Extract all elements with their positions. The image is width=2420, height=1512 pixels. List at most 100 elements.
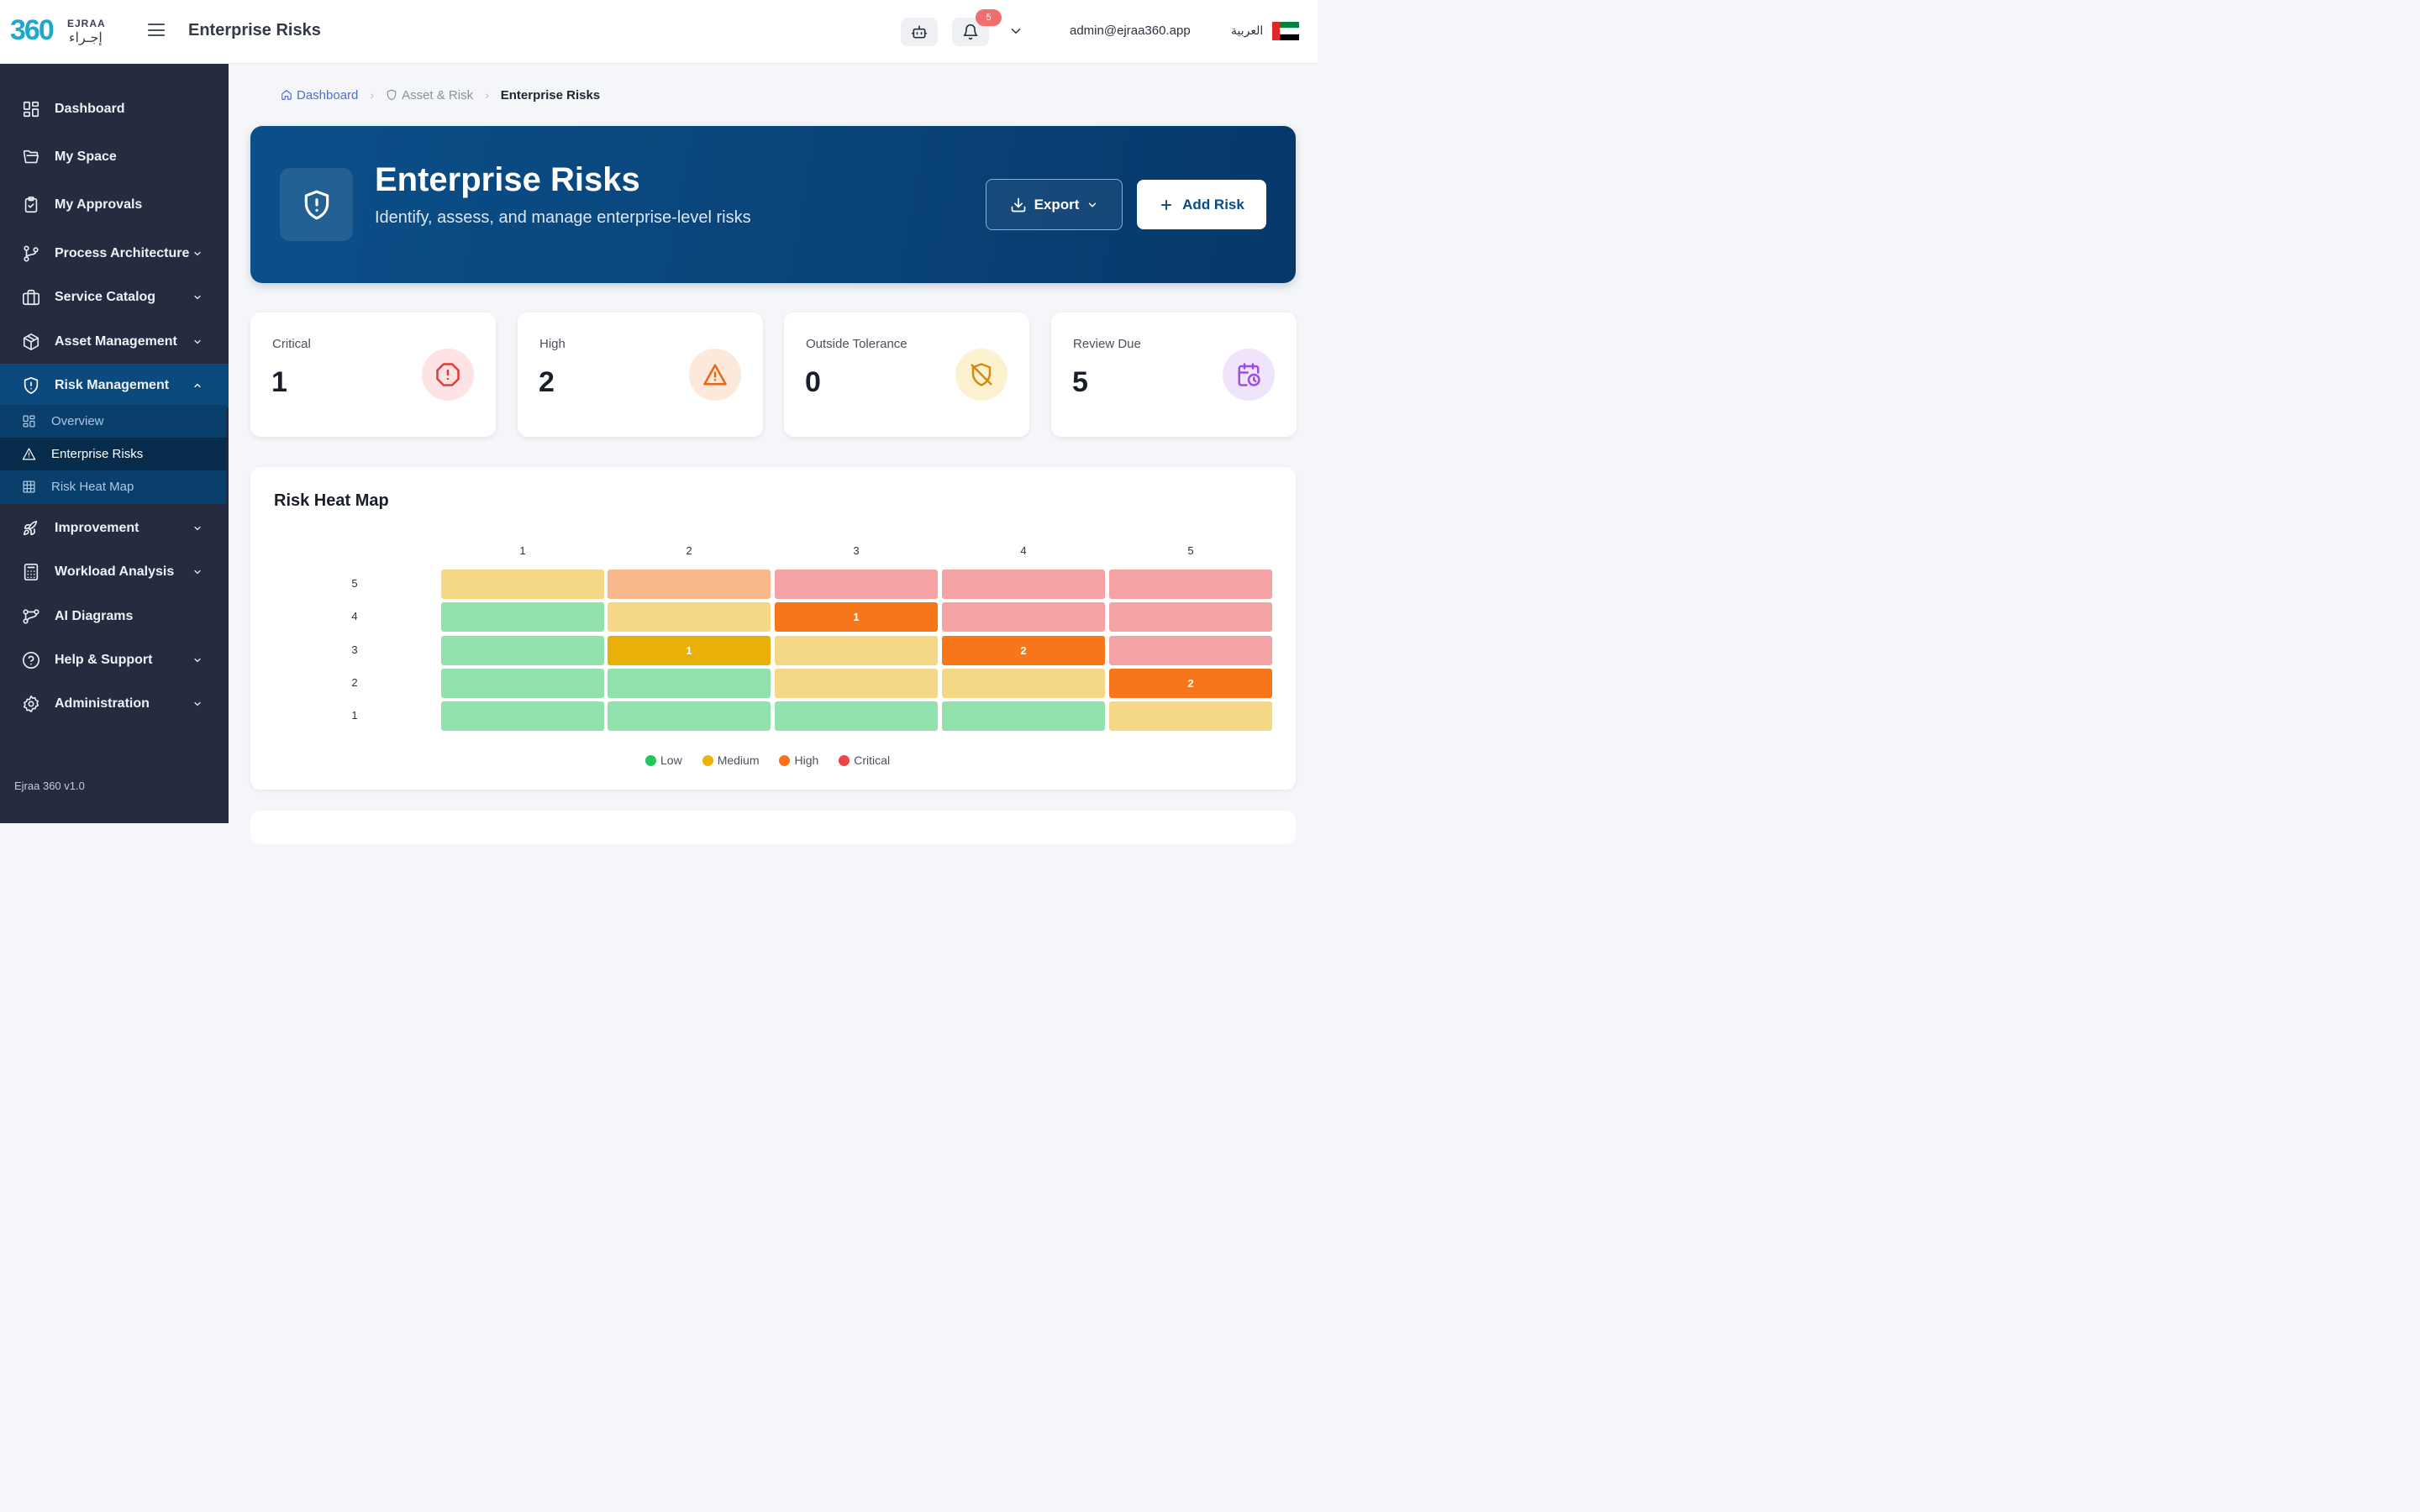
sidebar-item-dashboard[interactable]: Dashboard [0,87,229,131]
legend-high-label: High [794,753,819,767]
heat-map-cell[interactable] [608,701,771,731]
heat-map-cell[interactable] [775,701,938,731]
breadcrumb-home[interactable]: Dashboard [281,88,358,102]
sidebar-item-risk-management[interactable]: Risk Management [0,364,229,407]
table-grid-icon [23,480,35,493]
chevron-down-icon[interactable] [1008,24,1023,39]
heat-map-row-label: 3 [351,643,358,656]
heat-map-cell[interactable] [1109,570,1272,599]
sidebar-item-asset-management[interactable]: Asset Management [0,320,229,364]
sidebar-item-label: Improvement [55,521,139,535]
sidebar-item-label: Risk Management [55,378,170,392]
heat-map-legend: Low Medium High Critical [645,753,890,767]
flag-red-band [1272,22,1280,40]
sidebar-item-service-catalog[interactable]: Service Catalog [0,276,229,319]
heat-map-cell[interactable]: 1 [775,602,938,632]
menu-toggle-icon[interactable] [148,24,165,39]
sidebar-item-my-approvals[interactable]: My Approvals [0,183,229,227]
sidebar-item-process-architecture[interactable]: Process Architecture [0,232,229,276]
breadcrumb: Dashboard › Asset & Risk › Enterprise Ri… [281,87,600,103]
sidebar-item-ai-diagrams[interactable]: AI Diagrams [0,595,229,638]
heat-map-cell[interactable] [608,669,771,698]
stat-value: 2 [539,366,555,398]
heat-map-cell[interactable] [942,669,1105,698]
next-section-card [250,811,1296,844]
language-switcher[interactable]: العربية [1231,24,1264,37]
sidebar-item-workload-analysis[interactable]: Workload Analysis [0,550,229,594]
heat-map-cell[interactable] [1109,636,1272,665]
chevron-down-icon [194,701,201,706]
heat-map-cell[interactable]: 1 [608,636,771,665]
heat-map-cell[interactable]: 2 [942,636,1105,665]
page-title: Enterprise Risks [188,21,321,39]
heat-map-cell[interactable] [942,701,1105,731]
notification-badge: 5 [976,9,1002,26]
breadcrumb-separator-icon: › [370,88,375,102]
heat-map-cell[interactable] [942,602,1105,632]
heat-map-cell[interactable] [441,636,604,665]
heat-map-cell[interactable]: 2 [1109,669,1272,698]
breadcrumb-home-label: Dashboard [297,87,359,102]
chevron-down-icon [194,295,201,300]
sidebar-item-label: Help & Support [55,653,153,667]
logo-name: EJRAA [67,18,106,29]
heat-map-cell[interactable] [441,570,604,599]
chevron-down-icon [194,339,201,344]
stat-card-outside-tolerance[interactable]: Outside Tolerance 0 [784,312,1029,437]
heat-map-cell[interactable] [775,669,938,698]
submenu-item-enterprise-risks[interactable]: Enterprise Risks [0,438,227,470]
heat-map-cell[interactable] [441,701,604,731]
heat-map-cell[interactable] [441,669,604,698]
add-risk-button[interactable]: Add Risk [1137,180,1266,229]
breadcrumb-parent[interactable]: Asset & Risk [386,88,473,102]
heat-map-column-label: 2 [686,544,692,557]
submenu-item-risk-heat-map[interactable]: Risk Heat Map [0,470,227,503]
sidebar-item-administration[interactable]: Administration [0,682,229,726]
submenu-item-overview[interactable]: Overview [0,405,227,438]
heat-map-cell[interactable] [775,636,938,665]
help-circle-icon [23,652,39,669]
flag-black-stripe [1280,34,1299,41]
sidebar: Dashboard My Space My Approvals Process … [0,64,229,823]
stat-card-critical[interactable]: Critical 1 [250,312,496,437]
submenu-item-label: Overview [51,414,104,428]
uae-flag-icon[interactable] [1272,22,1299,41]
stat-card-high[interactable]: High 2 [518,312,763,437]
breadcrumb-parent-label: Asset & Risk [402,87,474,102]
stat-value: 1 [271,366,287,398]
heat-map-cell[interactable] [608,602,771,632]
legend-low-swatch [645,754,656,766]
heat-map-cell[interactable] [775,570,938,599]
grid-icon [23,415,35,428]
sidebar-item-my-space[interactable]: My Space [0,135,229,179]
user-email[interactable]: admin@ejraa360.app [1070,24,1191,38]
export-label: Export [1034,196,1080,213]
heat-map-cell[interactable] [942,570,1105,599]
stat-card-review-due[interactable]: Review Due 5 [1051,312,1297,437]
sidebar-item-label: Process Architecture [55,246,190,260]
chevron-down-icon [194,526,201,531]
sidebar-item-label: Workload Analysis [55,564,175,579]
sidebar-item-improvement[interactable]: Improvement [0,507,229,550]
alert-octagon-icon [436,363,460,386]
warning-triangle-icon [22,448,36,460]
heat-map-cell[interactable] [608,570,771,599]
heat-map-cell[interactable] [441,602,604,632]
app-logo[interactable]: 360 EJRAA إجـراء [10,14,111,50]
heat-map-cell[interactable] [1109,701,1272,731]
bot-icon [911,25,928,39]
logo-arabic: إجـراء [69,31,103,45]
shield-icon [387,89,397,101]
app-version: Ejraa 360 v1.0 [14,780,85,792]
export-button[interactable]: Export [986,179,1123,230]
stat-value: 0 [805,366,821,398]
heat-map-column-label: 4 [1020,544,1027,557]
chevron-down-icon [194,658,201,663]
legend-critical-swatch [839,754,850,766]
sidebar-item-help-support[interactable]: Help & Support [0,638,229,682]
hero-icon-box [280,168,353,241]
legend-low-label: Low [660,753,682,767]
stat-icon-circle [1223,349,1275,401]
heat-map-cell[interactable] [1109,602,1272,632]
assistant-bot-button[interactable] [901,18,938,46]
